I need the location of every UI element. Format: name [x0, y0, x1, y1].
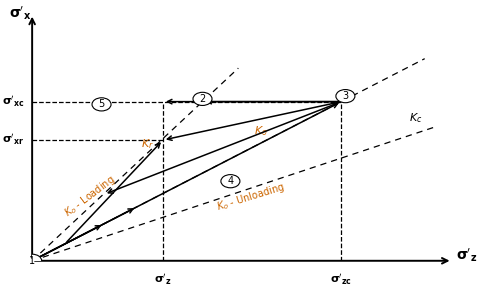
Circle shape	[220, 175, 240, 188]
Text: $\mathbf{\sigma'_{xr}}$: $\mathbf{\sigma'_{xr}}$	[2, 133, 24, 147]
Text: $\mathbf{\sigma'_{zc}}$: $\mathbf{\sigma'_{zc}}$	[330, 272, 352, 287]
Text: 1: 1	[29, 256, 35, 266]
Circle shape	[92, 98, 111, 111]
Text: 4: 4	[227, 176, 233, 186]
Text: 2: 2	[199, 94, 205, 104]
Text: $\mathbf{\sigma'_z}$: $\mathbf{\sigma'_z}$	[154, 272, 171, 287]
Text: $K_r$: $K_r$	[141, 137, 154, 151]
Text: $K_c$: $K_c$	[408, 111, 421, 125]
Text: $\mathbf{\sigma'_x}$: $\mathbf{\sigma'_x}$	[9, 4, 31, 22]
Text: $K_o$ - Unloading: $K_o$ - Unloading	[214, 180, 286, 214]
Text: $\mathbf{\sigma'_z}$: $\mathbf{\sigma'_z}$	[456, 247, 477, 264]
Circle shape	[192, 92, 212, 105]
Text: 5: 5	[98, 99, 105, 109]
Circle shape	[23, 254, 42, 267]
Text: $K_o$ - Loading: $K_o$ - Loading	[62, 172, 118, 220]
Circle shape	[335, 90, 354, 103]
Text: $K_o$: $K_o$	[253, 124, 267, 138]
Text: $\mathbf{\sigma'_{xc}}$: $\mathbf{\sigma'_{xc}}$	[2, 94, 24, 109]
Text: 3: 3	[342, 91, 348, 101]
